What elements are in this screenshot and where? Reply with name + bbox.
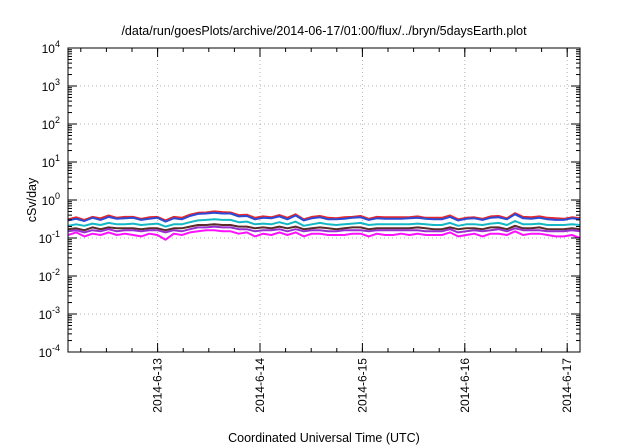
y-tick-label: 104 (42, 39, 60, 56)
y-tick-label: 10-3 (39, 305, 60, 322)
x-tick-label: 2014-6-17 (560, 358, 574, 413)
y-tick-label: 10-1 (39, 229, 60, 246)
y-tick-label: 101 (42, 153, 60, 170)
y-axis-ticks: 104 103 102 101 100 10-1 10-2 10-3 10-4 (39, 39, 580, 360)
x-tick-label: 2014-6-14 (253, 358, 267, 413)
y-tick-label: 103 (42, 77, 60, 94)
y-tick-label: 10-2 (39, 267, 60, 284)
x-axis-label: Coordinated Universal Time (UTC) (228, 431, 420, 445)
series-line-6 (67, 229, 581, 241)
series-lines (67, 210, 581, 241)
grid-lines (68, 48, 580, 352)
series-line-5 (67, 225, 581, 234)
y-axis-label: cSv/day (25, 177, 39, 222)
x-tick-label: 2014-6-13 (151, 358, 165, 413)
chart-title: /data/run/goesPlots/archive/2014-06-17/0… (121, 24, 527, 38)
y-tick-label: 102 (42, 115, 60, 132)
y-tick-label: 10-4 (39, 343, 60, 360)
y-tick-label: 100 (42, 191, 60, 208)
x-axis-ticks: 2014-6-13 2014-6-14 2014-6-15 2014-6-16 2014… (80, 48, 574, 413)
series-line-4 (67, 223, 581, 232)
series-line-3 (67, 218, 581, 228)
x-tick-label: 2014-6-15 (355, 358, 369, 413)
series-line-1 (67, 210, 581, 222)
plot-frame (67, 47, 581, 353)
x-tick-label: 2014-6-16 (458, 358, 472, 413)
series-line-2 (67, 211, 581, 223)
